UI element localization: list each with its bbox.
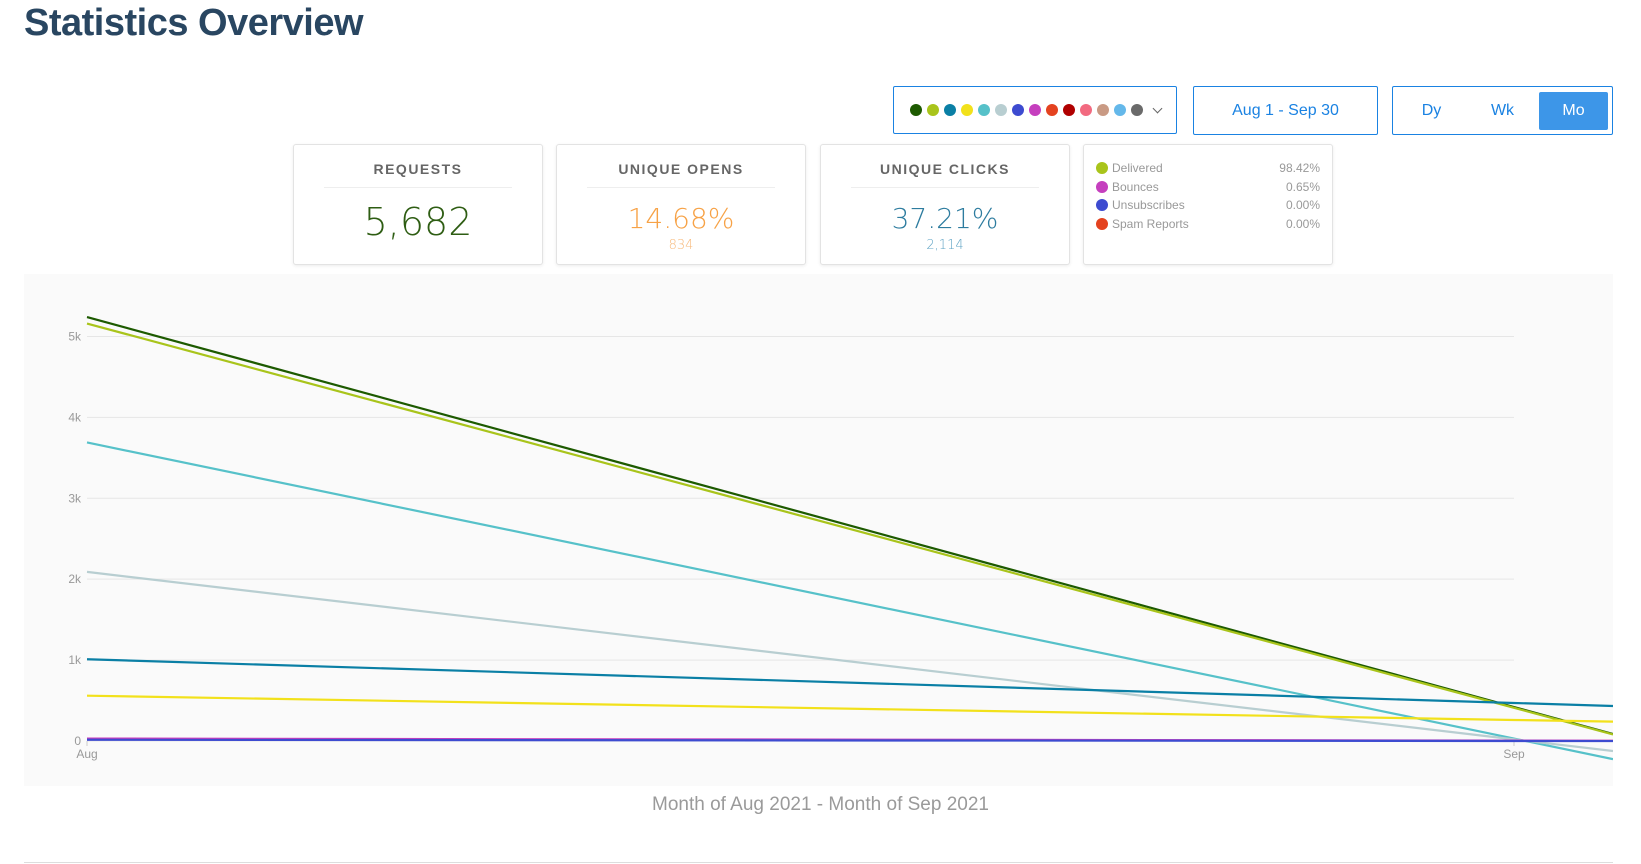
chevron-down-icon [1152, 103, 1162, 113]
divider [24, 862, 1613, 863]
series-color-dot-icon [1130, 104, 1143, 116]
series-color-dot-icon [1062, 104, 1075, 116]
series-color-dot-icon [977, 104, 990, 116]
series-color-dot-icon [1113, 104, 1126, 116]
unique-opens-count: 834 [668, 238, 694, 253]
unique-clicks-count: 2,114 [926, 238, 964, 253]
series-line [86, 694, 1614, 723]
requests-label: REQUESTS [324, 161, 512, 188]
series-color-dot-icon [1079, 104, 1092, 116]
series-line [86, 658, 1614, 708]
date-range-button[interactable]: Aug 1 - Sep 30 [1193, 86, 1378, 135]
unique-clicks-label: UNIQUE CLICKS [851, 161, 1039, 188]
period-week-button[interactable]: Wk [1490, 101, 1515, 119]
requests-value: 5,682 [363, 200, 473, 244]
legend-item-unsubscribes: Unsubscribes 0.00% [1096, 196, 1320, 215]
legend-value: 0.65% [1285, 179, 1320, 194]
legend-label: Bounces [1112, 179, 1159, 194]
spam-reports-dot-icon [1096, 217, 1108, 230]
y-tick-label: 0 [74, 734, 81, 748]
series-color-dot-icon [1096, 104, 1109, 116]
legend-item-spam-reports: Spam Reports 0.00% [1096, 215, 1320, 234]
unsubscribes-dot-icon [1096, 199, 1108, 212]
legend-value: 98.42% [1279, 161, 1320, 176]
y-tick-label: 5k [68, 329, 82, 343]
page-title: Statistics Overview [24, 2, 364, 44]
period-month-button[interactable]: Mo [1539, 91, 1608, 130]
requests-card: REQUESTS 5,682 [293, 144, 543, 265]
series-color-dot-icon [926, 104, 939, 116]
series-selector-dropdown[interactable] [893, 86, 1177, 134]
series-color-dot-icon [1011, 104, 1024, 116]
series-line [86, 315, 1614, 736]
bounces-dot-icon [1096, 180, 1108, 193]
series-color-dot-icon [943, 104, 956, 116]
x-tick-label: Aug [76, 747, 97, 761]
period-toggle-group: Dy Wk Mo [1392, 86, 1613, 135]
legend-label: Spam Reports [1112, 216, 1189, 231]
series-color-dot-icon [994, 104, 1007, 116]
legend-item-delivered: Delivered 98.42% [1096, 159, 1320, 178]
legend-label: Unsubscribes [1112, 198, 1185, 213]
chart-caption: Month of Aug 2021 - Month of Sep 2021 [652, 794, 989, 815]
period-day-button[interactable]: Dy [1421, 101, 1442, 119]
series-color-dot-icon [1028, 104, 1041, 116]
series-color-dot-icon [909, 104, 922, 116]
y-tick-label: 2k [68, 572, 82, 586]
delivered-dot-icon [1096, 162, 1108, 175]
legend-value: 0.00% [1285, 198, 1320, 213]
legend-label: Delivered [1112, 161, 1163, 176]
series-line [86, 441, 1614, 761]
x-tick-label: Sep [1503, 747, 1525, 761]
line-chart-svg: 0 1k 2k 3k 4k 5k Aug Sep [68, 315, 1614, 761]
series-line [86, 322, 1614, 736]
y-tick-label: 1k [68, 653, 82, 667]
unique-opens-label: UNIQUE OPENS [587, 161, 775, 188]
series-line [86, 738, 1614, 743]
line-chart: 0 1k 2k 3k 4k 5k Aug Sep [24, 274, 1614, 786]
y-tick-label: 3k [68, 491, 82, 505]
y-tick-label: 4k [68, 410, 82, 424]
unique-clicks-value: 37.21% [891, 202, 999, 235]
unique-opens-value: 14.68% [627, 202, 735, 235]
legend-item-bounces: Bounces 0.65% [1096, 178, 1320, 197]
legend-value: 0.00% [1285, 216, 1320, 231]
series-color-dot-icon [1045, 104, 1058, 116]
series-color-dot-icon [960, 104, 973, 116]
delivery-legend-card: Delivered 98.42% Bounces 0.65% Unsubscri… [1083, 144, 1333, 265]
series-line [86, 570, 1614, 753]
unique-opens-card: UNIQUE OPENS 14.68% 834 [556, 144, 806, 265]
unique-clicks-card: UNIQUE CLICKS 37.21% 2,114 [820, 144, 1070, 265]
